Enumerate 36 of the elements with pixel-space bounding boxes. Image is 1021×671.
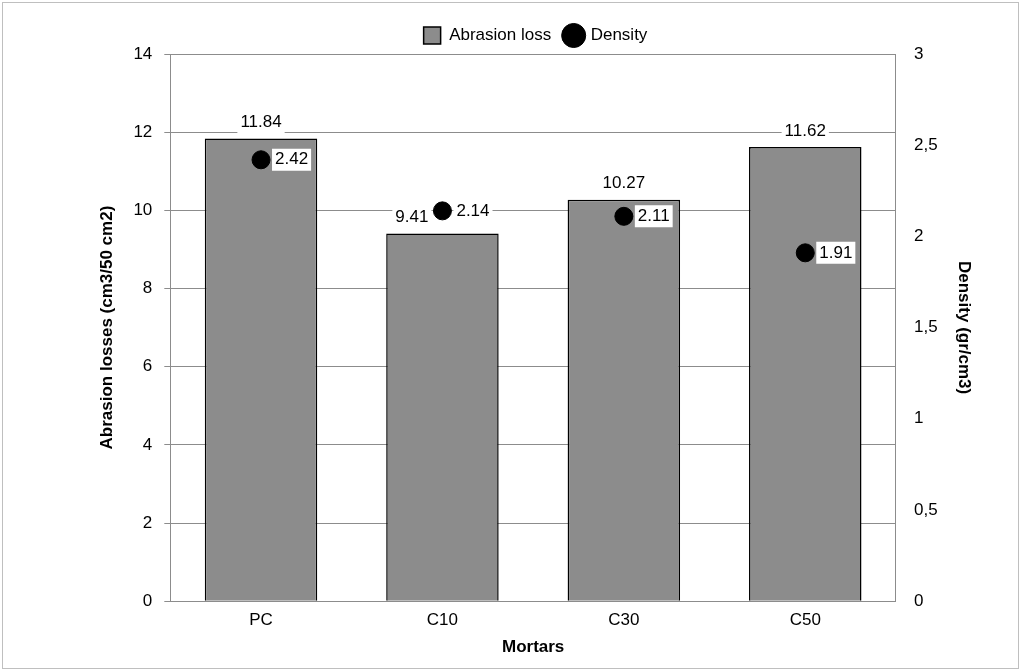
- y2-tick-label: 1,5: [913, 317, 938, 337]
- point: [432, 201, 452, 221]
- data-label: 11.84: [240, 112, 282, 132]
- y-tick-label: 0: [142, 590, 153, 610]
- y2-axis-title: Density (gr/cm3): [955, 261, 975, 395]
- y-axis-title: Abrasion losses (cm3/50 cm2): [96, 205, 116, 450]
- point: [614, 206, 634, 226]
- x-tick-label: C10: [426, 610, 459, 630]
- y-tick-label: 4: [142, 434, 153, 454]
- data-label: 2.14: [456, 200, 490, 220]
- y-tick-label: 2: [142, 512, 153, 532]
- y2-tick-label: 2,5: [913, 134, 938, 154]
- x-tick-label: C50: [789, 610, 821, 630]
- data-label: 9.41: [395, 207, 429, 227]
- data-label: 1.91: [819, 242, 853, 262]
- y2-tick-label: 0,5: [913, 499, 938, 519]
- y-tick-label: 10: [133, 200, 153, 220]
- legend-label: Abrasion loss: [449, 25, 552, 45]
- y2-tick-label: 1: [913, 408, 924, 428]
- point: [795, 243, 815, 263]
- legend-label: Density: [590, 25, 648, 45]
- data-label: 10.27: [602, 173, 646, 193]
- data-label: 11.62: [784, 120, 826, 140]
- x-tick-label: PC: [249, 610, 273, 630]
- x-axis-title: Mortars: [501, 637, 565, 657]
- data-label: 2.42: [275, 149, 309, 169]
- y-tick-label: 12: [133, 121, 153, 141]
- y-tick-label: 14: [133, 43, 153, 63]
- y2-tick-label: 3: [913, 43, 924, 63]
- y2-tick-label: 2: [913, 226, 924, 246]
- y-tick-label: 6: [142, 356, 153, 376]
- data-label: 2.11: [637, 206, 670, 226]
- point: [251, 150, 271, 170]
- x-tick-label: C30: [608, 610, 640, 630]
- y2-tick-label: 0: [913, 590, 924, 610]
- y-tick-label: 8: [142, 278, 153, 298]
